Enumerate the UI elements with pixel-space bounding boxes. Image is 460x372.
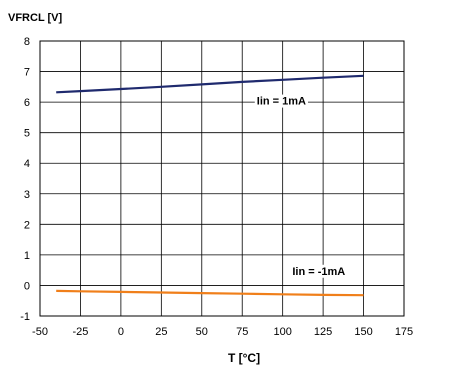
series-label-1: Iin = 1mA: [257, 96, 306, 108]
series-label-2: Iin = -1mA: [292, 266, 345, 278]
x-tick-label: 25: [155, 326, 167, 338]
x-axis-label: T [°C]: [228, 351, 260, 365]
y-tick-label: 4: [24, 158, 30, 170]
x-tick-label: 75: [236, 326, 248, 338]
series-label-background: [290, 264, 348, 278]
series-labels: Iin = 1mA Iin = -1mA: [254, 94, 348, 278]
y-tick-label: 5: [24, 128, 30, 140]
x-tick-label: 100: [273, 326, 291, 338]
x-tick-labels: -50 -25 0 25 50 75 100 125 150 175: [32, 326, 413, 338]
y-tick-label: 0: [24, 280, 30, 292]
x-tick-label: 50: [196, 326, 208, 338]
series-label-background: [254, 94, 309, 108]
x-tick-label: 125: [314, 326, 332, 338]
y-tick-label: -1: [20, 311, 30, 323]
y-tick-label: 3: [24, 189, 30, 201]
grid: [40, 41, 404, 316]
series-line-1: [56, 74, 364, 94]
y-tick-label: 2: [24, 219, 30, 231]
y-tick-labels: -1 0 1 2 3 4 5 6 7 8: [20, 36, 30, 323]
y-axis-label: VFRCL [V]: [8, 12, 63, 24]
series-group: [56, 74, 364, 297]
plot-frame: [39, 40, 405, 317]
y-tick-label: 1: [24, 250, 30, 262]
x-tick-label: 175: [395, 326, 413, 338]
y-tick-label: 7: [24, 67, 30, 79]
x-tick-label: -50: [32, 326, 48, 338]
series-line-2: [56, 289, 364, 297]
x-tick-label: -25: [72, 326, 88, 338]
y-tick-label: 8: [24, 36, 30, 48]
x-tick-label: 150: [354, 326, 372, 338]
x-tick-label: 0: [118, 326, 124, 338]
y-tick-label: 6: [24, 97, 30, 109]
